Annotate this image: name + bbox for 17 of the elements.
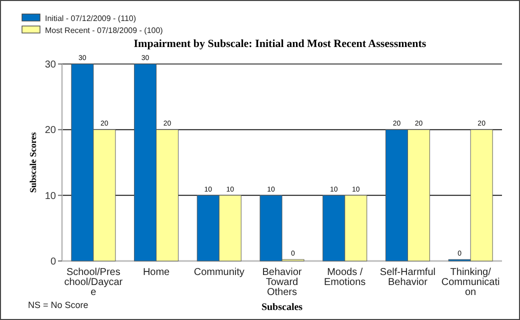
text: NS = No Score <box>28 300 88 310</box>
y-tick-label: 20 <box>44 125 56 136</box>
y-tick-label: 10 <box>44 190 56 202</box>
y-tick-label: 30 <box>44 60 56 70</box>
x-tick-label: Thinking/ Communication <box>441 267 500 298</box>
x-axis-title: Subscales <box>261 302 303 313</box>
chart-title: Impairment by Subscale: Initial and Most Recent Assessments <box>134 38 427 50</box>
x-tick-label: Moods / Emotions <box>324 267 366 288</box>
legend-label: Most Recent - 07/18/2009 - (100) <box>45 26 164 35</box>
x-tick-label: Community <box>194 267 244 278</box>
x-tick-label: Home <box>142 267 170 278</box>
y-axis-title: Subscale Scores <box>28 132 38 193</box>
legend-label: Initial - 07/12/2009 - (110) <box>45 14 136 23</box>
x-tick-label: Behavior Toward Others <box>262 267 302 298</box>
x-tick-label: School/Preschool/Daycare <box>64 267 124 298</box>
x-tick-label: Self-Harmful Behavior <box>380 267 436 288</box>
y-tick-label: 0 <box>50 256 56 268</box>
